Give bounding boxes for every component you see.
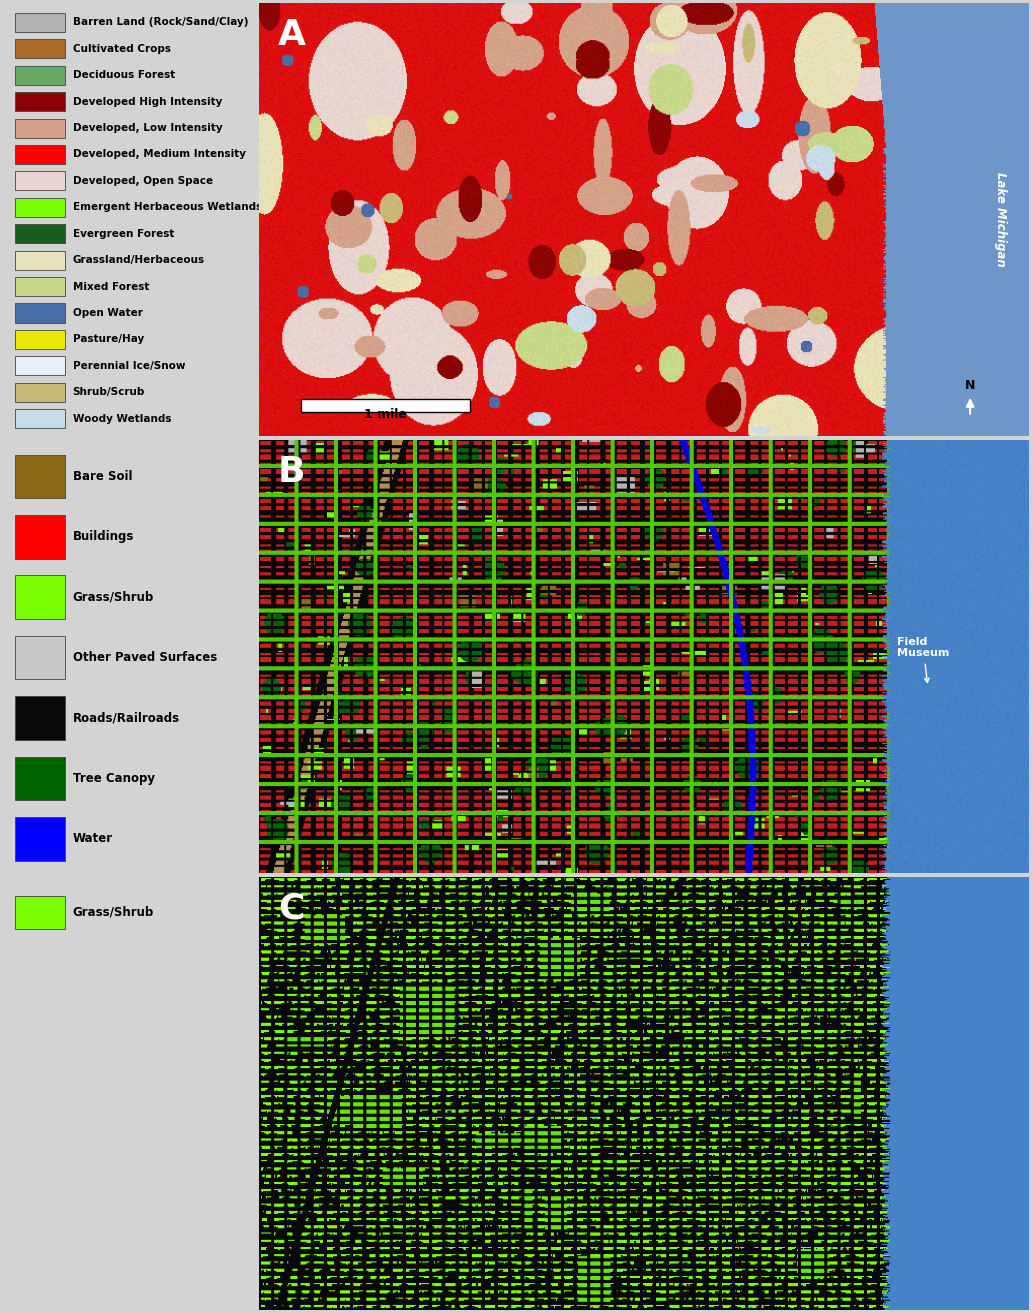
Bar <box>15 277 65 295</box>
Bar <box>15 330 65 349</box>
Text: Perennial Ice/Snow: Perennial Ice/Snow <box>72 361 185 370</box>
Bar <box>301 399 470 412</box>
Bar <box>15 303 65 323</box>
Bar <box>15 92 65 112</box>
Bar <box>15 172 65 190</box>
Text: Water: Water <box>72 832 113 846</box>
Text: Evergreen Forest: Evergreen Forest <box>72 228 174 239</box>
Bar <box>15 225 65 243</box>
Text: Developed, Low Intensity: Developed, Low Intensity <box>72 123 222 133</box>
Bar <box>15 251 65 269</box>
Bar <box>15 383 65 402</box>
Text: Other Paved Surfaces: Other Paved Surfaces <box>72 651 217 664</box>
Text: Grassland/Herbaceous: Grassland/Herbaceous <box>72 255 205 265</box>
Bar <box>15 198 65 217</box>
Text: Mixed Forest: Mixed Forest <box>72 281 149 291</box>
Text: Roads/Railroads: Roads/Railroads <box>72 712 180 725</box>
Bar <box>15 410 65 428</box>
Text: Bare Soil: Bare Soil <box>72 470 132 483</box>
Text: Buildings: Buildings <box>72 530 134 544</box>
Bar <box>15 39 65 58</box>
Text: Grass/Shrub: Grass/Shrub <box>72 591 154 604</box>
Text: Lake Michigan: Lake Michigan <box>995 172 1007 267</box>
Text: Developed High Intensity: Developed High Intensity <box>72 97 222 106</box>
Text: Open Water: Open Water <box>72 309 143 318</box>
Text: Developed, Medium Intensity: Developed, Medium Intensity <box>72 150 246 159</box>
Bar <box>15 897 65 928</box>
Bar <box>15 454 65 498</box>
Bar <box>15 635 65 679</box>
Bar <box>15 144 65 164</box>
Bar <box>15 817 65 860</box>
Bar <box>15 515 65 558</box>
Bar <box>15 13 65 32</box>
Bar <box>15 356 65 376</box>
Text: Tree Canopy: Tree Canopy <box>72 772 155 785</box>
Text: C: C <box>278 892 305 926</box>
Text: N: N <box>965 378 975 391</box>
Text: B: B <box>278 454 306 488</box>
Text: A: A <box>278 18 306 51</box>
Text: Cultivated Crops: Cultivated Crops <box>72 43 170 54</box>
Text: Developed, Open Space: Developed, Open Space <box>72 176 213 186</box>
Text: Pasture/Hay: Pasture/Hay <box>72 335 144 344</box>
Bar <box>15 696 65 739</box>
Bar <box>15 118 65 138</box>
Text: Woody Wetlands: Woody Wetlands <box>72 414 171 424</box>
Text: Field
Museum: Field Museum <box>897 637 949 683</box>
Text: Grass/Shrub: Grass/Shrub <box>72 906 154 919</box>
Text: 1 mile: 1 mile <box>365 408 407 421</box>
Bar <box>15 756 65 800</box>
Text: Shrub/Scrub: Shrub/Scrub <box>72 387 145 398</box>
Bar <box>15 575 65 618</box>
Text: Barren Land (Rock/Sand/Clay): Barren Land (Rock/Sand/Clay) <box>72 17 248 28</box>
Text: Emergent Herbaceous Wetlands: Emergent Herbaceous Wetlands <box>72 202 261 213</box>
Bar <box>15 66 65 85</box>
Text: Deciduous Forest: Deciduous Forest <box>72 70 175 80</box>
